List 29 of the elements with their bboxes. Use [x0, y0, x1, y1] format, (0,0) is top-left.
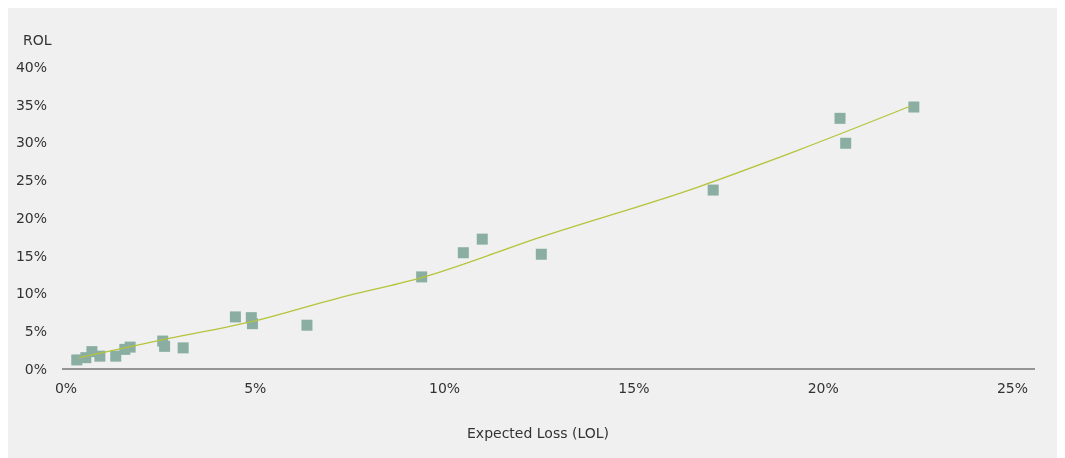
y-axis-title: ROL [23, 32, 52, 48]
y-tick-label: 35% [15, 96, 47, 113]
y-tick-label: 5% [24, 323, 47, 340]
point [535, 248, 547, 260]
point [476, 233, 488, 245]
x-tick-label: 15% [618, 380, 650, 396]
x-tick-label: 10% [429, 380, 461, 396]
x-tick-label: 20% [807, 380, 839, 396]
x-tick-label: 0% [54, 380, 78, 396]
point [457, 247, 469, 259]
x-tick-label: 25% [996, 380, 1029, 396]
y-tick-label: 30% [15, 134, 47, 151]
y-tick-label: 40% [15, 58, 47, 75]
y-tick-label: 15% [15, 247, 47, 264]
point [110, 350, 122, 362]
point [301, 319, 313, 331]
point [177, 342, 189, 354]
point [834, 112, 846, 124]
x-tick-label: 5% [244, 380, 267, 396]
y-tick-label: 0% [24, 360, 47, 377]
y-tick-label: 10% [15, 285, 47, 302]
x-axis-title: Expected Loss (LOL) [467, 425, 609, 441]
point [229, 311, 241, 323]
y-tick-label: 25% [15, 172, 47, 189]
y-tick-label: 20% [15, 209, 47, 226]
point [707, 184, 719, 196]
point [908, 101, 920, 113]
point [159, 340, 171, 352]
point [840, 137, 852, 149]
